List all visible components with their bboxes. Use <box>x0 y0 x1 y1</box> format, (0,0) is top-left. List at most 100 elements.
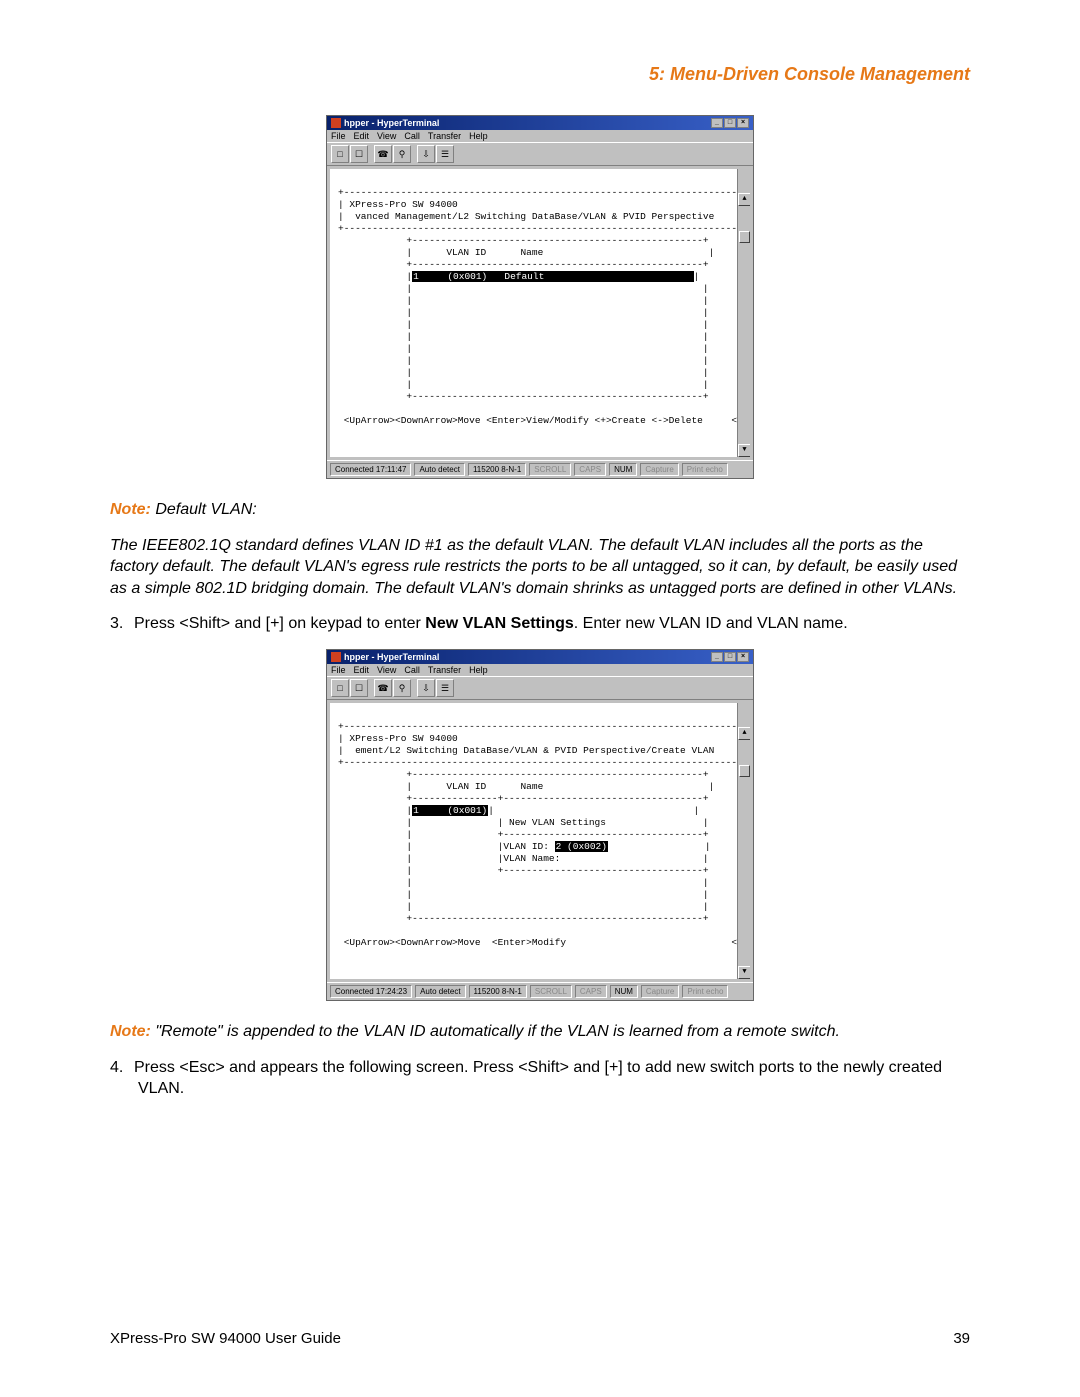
terminal-frame: +---------------------------------------… <box>327 700 753 982</box>
note-label: Note: <box>110 501 151 518</box>
row-name: Default <box>504 271 544 282</box>
menu-help[interactable]: Help <box>469 131 488 141</box>
term-col1: VLAN ID <box>446 781 486 792</box>
status-time: Connected 17:24:23 <box>330 985 412 998</box>
status-scroll: SCROLL <box>530 985 572 998</box>
step-3-after: . Enter new VLAN ID and VLAN name. <box>574 615 848 632</box>
terminal[interactable]: +---------------------------------------… <box>330 169 750 457</box>
maximize-button[interactable]: □ <box>724 118 736 128</box>
step-4: 4.Press <Esc> and appears the following … <box>138 1057 970 1100</box>
term-breadcrumb: vanced Management/L2 Switching DataBase/… <box>355 211 714 222</box>
tb-send-icon[interactable]: ⇩ <box>417 145 435 163</box>
page: 5: Menu-Driven Console Management hpper … <box>0 0 1080 1397</box>
terminal[interactable]: +---------------------------------------… <box>330 703 750 979</box>
scroll-up-icon[interactable]: ▲ <box>738 727 750 740</box>
minimize-button[interactable]: _ <box>711 652 723 662</box>
scroll-down-icon[interactable]: ▼ <box>738 444 750 457</box>
popup-id-val: 2 (0x002) <box>555 841 608 852</box>
step-4-text: Press <Esc> and appears the following sc… <box>134 1059 942 1098</box>
terminal-scrollbar[interactable]: ▲ ▼ <box>737 169 750 457</box>
menu-call[interactable]: Call <box>404 665 420 675</box>
tb-open-icon[interactable]: ☐ <box>350 145 368 163</box>
note-1-title: Default VLAN: <box>151 501 257 518</box>
close-button[interactable]: × <box>737 118 749 128</box>
step-4-num: 4. <box>110 1057 134 1079</box>
menu-edit[interactable]: Edit <box>354 131 370 141</box>
status-conn: 115200 8-N-1 <box>468 463 526 476</box>
status-print: Print echo <box>682 985 728 998</box>
row-id-hex: (0x001) <box>447 805 487 816</box>
term-title: XPress-Pro SW 94000 <box>349 199 457 210</box>
menu-edit[interactable]: Edit <box>354 665 370 675</box>
term-help: <UpArrow><DownArrow>Move <Enter>Modify <box>344 937 566 948</box>
menubar: File Edit View Call Transfer Help <box>327 664 753 676</box>
window-titlebar: hpper - HyperTerminal _ □ × <box>327 116 753 130</box>
page-footer: XPress-Pro SW 94000 User Guide 39 <box>110 1330 970 1347</box>
tb-call-icon[interactable]: ☎ <box>374 145 392 163</box>
window-titlebar: hpper - HyperTerminal _ □ × <box>327 650 753 664</box>
scroll-down-icon[interactable]: ▼ <box>738 966 750 979</box>
tb-props-icon[interactable]: ☰ <box>436 679 454 697</box>
window-title: hpper - HyperTerminal <box>344 118 439 128</box>
window-title: hpper - HyperTerminal <box>344 652 439 662</box>
popup-id-label: VLAN ID: <box>503 841 549 852</box>
scroll-thumb[interactable] <box>739 765 750 777</box>
step-3-num: 3. <box>110 613 134 635</box>
close-button[interactable]: × <box>737 652 749 662</box>
footer-left: XPress-Pro SW 94000 User Guide <box>110 1330 341 1347</box>
row-id-num: 1 <box>413 805 419 816</box>
term-col2: Name <box>520 247 543 258</box>
tb-open-icon[interactable]: ☐ <box>350 679 368 697</box>
toolbar: □☐ ☎⚲ ⇩☰ <box>327 142 753 166</box>
terminal-scrollbar[interactable]: ▲ ▼ <box>737 703 750 979</box>
step-3: 3.Press <Shift> and [+] on keypad to ent… <box>138 613 970 635</box>
tb-new-icon[interactable]: □ <box>331 679 349 697</box>
menu-help[interactable]: Help <box>469 665 488 675</box>
row-id-num: 1 <box>413 271 419 282</box>
status-num: NUM <box>609 463 637 476</box>
status-caps: CAPS <box>574 463 606 476</box>
menu-transfer[interactable]: Transfer <box>428 131 461 141</box>
app-icon <box>331 652 341 662</box>
step-3-before: Press <Shift> and [+] on keypad to enter <box>134 615 425 632</box>
status-caps: CAPS <box>575 985 607 998</box>
status-detect: Auto detect <box>414 463 464 476</box>
footer-page-number: 39 <box>953 1330 970 1347</box>
maximize-button[interactable]: □ <box>724 652 736 662</box>
tb-send-icon[interactable]: ⇩ <box>417 679 435 697</box>
tb-props-icon[interactable]: ☰ <box>436 145 454 163</box>
terminal-frame: +---------------------------------------… <box>327 166 753 460</box>
menu-view[interactable]: View <box>377 665 396 675</box>
tb-call-icon[interactable]: ☎ <box>374 679 392 697</box>
step-3-bold: New VLAN Settings <box>425 615 573 632</box>
row-id-hex: (0x001) <box>447 271 487 282</box>
tb-hangup-icon[interactable]: ⚲ <box>393 145 411 163</box>
menu-view[interactable]: View <box>377 131 396 141</box>
menu-file[interactable]: File <box>331 665 346 675</box>
scroll-thumb[interactable] <box>739 231 750 243</box>
screenshot-2: hpper - HyperTerminal _ □ × File Edit Vi… <box>326 649 754 1001</box>
note-2-body: "Remote" is appended to the VLAN ID auto… <box>151 1023 840 1040</box>
tb-new-icon[interactable]: □ <box>331 145 349 163</box>
note-1: Note: Default VLAN: <box>110 499 970 521</box>
scroll-up-icon[interactable]: ▲ <box>738 193 750 206</box>
term-breadcrumb: ement/L2 Switching DataBase/VLAN & PVID … <box>355 745 714 756</box>
note-2: Note: "Remote" is appended to the VLAN I… <box>110 1021 970 1043</box>
term-title: XPress-Pro SW 94000 <box>349 733 457 744</box>
menu-file[interactable]: File <box>331 131 346 141</box>
status-scroll: SCROLL <box>529 463 571 476</box>
statusbar: Connected 17:24:23 Auto detect 115200 8-… <box>327 982 753 1000</box>
note-label: Note: <box>110 1023 151 1040</box>
menu-call[interactable]: Call <box>404 131 420 141</box>
status-conn: 115200 8-N-1 <box>469 985 527 998</box>
tb-hangup-icon[interactable]: ⚲ <box>393 679 411 697</box>
popup-name-label: VLAN Name: <box>503 853 560 864</box>
menubar: File Edit View Call Transfer Help <box>327 130 753 142</box>
statusbar: Connected 17:11:47 Auto detect 115200 8-… <box>327 460 753 478</box>
status-num: NUM <box>610 985 638 998</box>
note-1-body: The IEEE802.1Q standard defines VLAN ID … <box>110 535 970 600</box>
popup-title: New VLAN Settings <box>509 817 606 828</box>
status-time: Connected 17:11:47 <box>330 463 411 476</box>
minimize-button[interactable]: _ <box>711 118 723 128</box>
menu-transfer[interactable]: Transfer <box>428 665 461 675</box>
